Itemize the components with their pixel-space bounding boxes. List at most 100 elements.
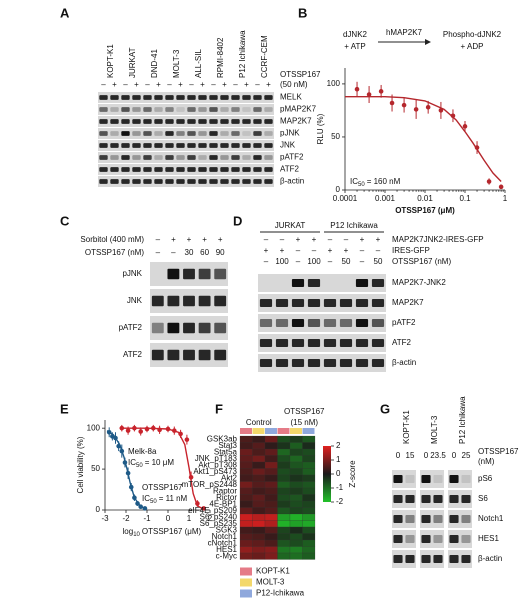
blot-band — [143, 179, 152, 184]
blot-band — [242, 179, 251, 184]
heatmap-cell — [239, 468, 253, 476]
treatment-sign: – — [233, 80, 238, 89]
blot-band — [264, 179, 273, 184]
heatmap-title: OTSSP167 — [284, 407, 325, 416]
legend-swatch — [240, 567, 252, 576]
heatmap-cell — [264, 520, 278, 528]
heatmap-cell — [264, 487, 278, 495]
heatmap-cell — [289, 442, 303, 450]
blot-band — [339, 319, 353, 327]
row-value: 100 — [275, 257, 289, 266]
blot-label: ATF2 — [123, 350, 143, 359]
colorbar-tick-label: 1 — [336, 455, 341, 464]
blot-band — [198, 179, 207, 184]
blot-band — [461, 555, 471, 563]
row-label: OTSSP167 (nM) — [392, 257, 451, 266]
series-label: Melk-8a — [128, 447, 157, 456]
heatmap-cell — [289, 539, 303, 547]
blot-band — [176, 155, 185, 160]
blot-band — [253, 179, 262, 184]
heatmap-cell — [239, 500, 253, 508]
blot-label: pJNK — [280, 129, 300, 138]
heatmap-cell — [239, 448, 253, 456]
colorbar-tick-label: -1 — [336, 483, 344, 492]
data-point — [116, 443, 121, 449]
blot-band — [449, 475, 459, 483]
data-point — [119, 425, 125, 431]
dose-value: 25 — [462, 451, 471, 460]
blot-band — [421, 515, 431, 523]
heatmap-cell — [239, 435, 253, 443]
treatment-sign: – — [123, 80, 128, 89]
blot-label: β-actin — [280, 177, 304, 186]
treatment-sign: + — [244, 80, 249, 89]
y-tick-label: 100 — [327, 79, 341, 88]
blot-band — [198, 143, 207, 148]
blot-band — [220, 143, 229, 148]
blot-band — [198, 268, 211, 280]
blot-band — [264, 131, 273, 136]
row-value: – — [344, 235, 349, 244]
data-point — [378, 89, 384, 94]
blot-band — [259, 339, 273, 347]
blot-band — [183, 349, 195, 361]
blot-band — [253, 131, 262, 136]
blot-background — [98, 128, 274, 139]
heatmap-cell — [289, 468, 303, 476]
data-point — [366, 92, 372, 97]
heatmap-cell — [277, 520, 291, 528]
blot-band — [231, 155, 240, 160]
heatmap-cell — [289, 520, 303, 528]
heatmap-cell — [277, 468, 291, 476]
cell-line-label: P12 Ichikawa — [458, 396, 467, 444]
row-label: Akt2 — [221, 473, 238, 482]
blot-background — [258, 334, 386, 352]
x-tick-label: 0.001 — [375, 194, 396, 203]
blot-band — [307, 279, 321, 287]
blot-band — [176, 179, 185, 184]
heatmap-cell — [277, 461, 291, 469]
blot-band — [99, 143, 108, 148]
blot-band — [323, 319, 337, 327]
data-point — [165, 426, 171, 432]
x-tick-label: 0.0001 — [333, 194, 358, 203]
data-point — [125, 470, 131, 476]
y-tick-label: 0 — [96, 505, 101, 514]
dose-value: 15 — [406, 451, 415, 460]
blot-band — [253, 107, 262, 112]
blot-band — [198, 95, 207, 100]
blot-band — [449, 515, 459, 523]
blot-band — [421, 535, 431, 543]
row-label: mTOR_pS2448 — [182, 480, 238, 489]
row-value: + — [296, 235, 301, 244]
blot-band — [154, 179, 163, 184]
blot-band — [167, 268, 180, 280]
heatmap-cell — [252, 481, 266, 489]
blot-band — [176, 131, 185, 136]
blot-band — [291, 299, 305, 307]
blot-band — [461, 515, 471, 523]
reaction-text: + ATP — [344, 42, 365, 51]
blot-band — [242, 167, 251, 172]
heatmap-cell — [252, 507, 266, 515]
blot-band — [433, 515, 443, 523]
blot-band — [393, 535, 403, 543]
blot-label: pATF2 — [392, 318, 416, 327]
blot-band — [143, 131, 152, 136]
blot-band — [167, 322, 180, 334]
blot-band — [307, 299, 321, 307]
blot-label: S6 — [478, 494, 488, 503]
blot-band — [355, 319, 369, 327]
blot-band — [307, 339, 321, 347]
treatment-sign: – — [167, 80, 172, 89]
heatmap-cell — [252, 546, 266, 554]
row-value: + — [218, 235, 223, 244]
blot-band — [393, 515, 403, 523]
heatmap-cell — [239, 546, 253, 554]
blot-band — [183, 268, 195, 280]
blot-band — [165, 143, 174, 148]
blot-band — [198, 349, 211, 361]
row-label: SGK3 — [216, 525, 238, 534]
x-axis-label: OTSSP167 (μM) — [395, 206, 455, 215]
